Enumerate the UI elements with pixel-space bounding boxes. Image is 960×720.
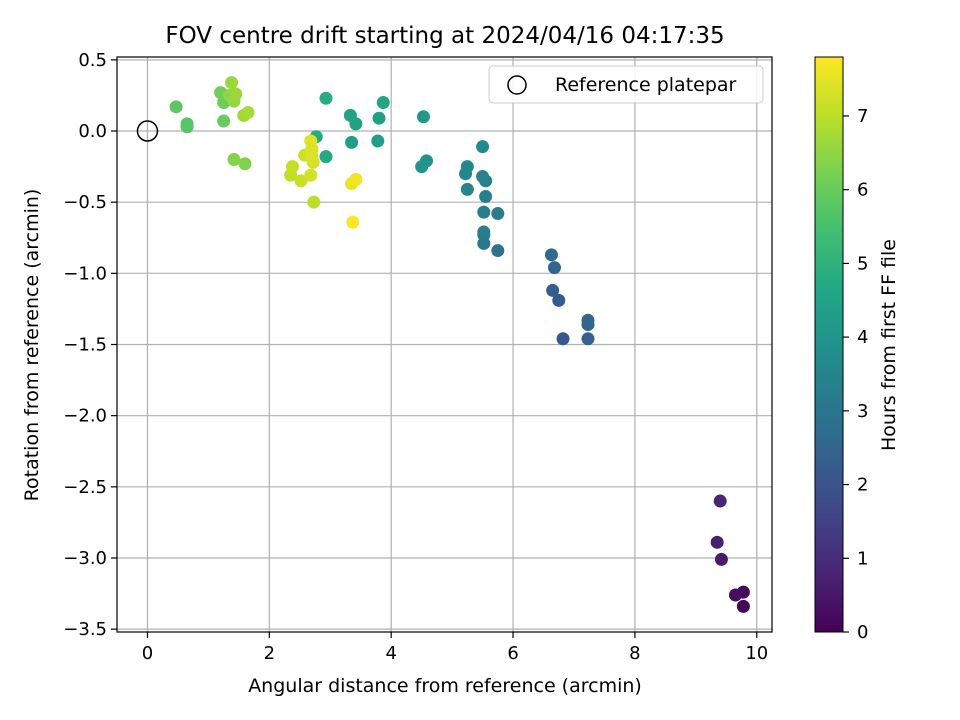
- drift-point: [304, 168, 318, 182]
- drift-point: [376, 96, 390, 110]
- drift-point: [710, 535, 724, 549]
- drift-point: [180, 117, 194, 131]
- drift-point: [217, 114, 231, 128]
- drift-point: [736, 599, 750, 613]
- colorbar-tick-label: 6: [857, 180, 868, 201]
- drift-point: [477, 225, 491, 239]
- colorbar-tick-label: 2: [857, 475, 868, 496]
- colorbar-ticks: 0 1 2 3 4 5 6 7: [843, 106, 868, 643]
- legend-box: [488, 65, 764, 104]
- drift-point: [227, 152, 241, 166]
- drift-point: [319, 150, 333, 164]
- drift-point: [349, 172, 363, 186]
- y-axis-label: Rotation from reference (arcmin): [21, 189, 43, 502]
- drift-point: [304, 134, 318, 148]
- y-tick-label: 0.5: [78, 50, 107, 71]
- legend-entry-reference: Reference platepar: [555, 74, 737, 96]
- colorbar-tick-label: 4: [857, 327, 868, 348]
- x-tick-label: 10: [745, 643, 768, 664]
- y-tick-label: 0.0: [78, 121, 107, 142]
- y-tick-label: −3.5: [63, 619, 107, 640]
- reference-marker-group: [136, 120, 159, 142]
- reference-platepar-marker: [136, 120, 159, 142]
- y-axis-ticks: 0.5 0.0 −0.5 −1.0 −1.5 −2.0 −2.5 −3.0 −3.5: [63, 50, 117, 640]
- chart-title: FOV centre drift starting at 2024/04/16 …: [165, 23, 724, 49]
- y-tick-label: −0.5: [63, 192, 107, 213]
- data-points: [169, 76, 750, 613]
- y-tick-label: −1.5: [63, 335, 107, 356]
- drift-point: [546, 283, 560, 297]
- drift-point: [556, 332, 570, 346]
- drift-point: [479, 189, 493, 203]
- drift-point: [229, 87, 243, 101]
- drift-point: [460, 160, 474, 174]
- drift-point: [319, 91, 333, 105]
- x-axis-label: Angular distance from reference (arcmin): [248, 675, 642, 697]
- colorbar-tick-label: 5: [857, 253, 868, 274]
- y-tick-label: −1.0: [63, 263, 107, 284]
- drift-point: [294, 174, 308, 188]
- drift-point: [547, 261, 561, 275]
- drift-point: [307, 195, 321, 209]
- x-tick-label: 6: [507, 643, 518, 664]
- drift-point: [491, 207, 505, 221]
- colorbar: [814, 56, 844, 633]
- drift-point: [238, 157, 252, 171]
- legend-reference-marker: [507, 75, 527, 95]
- y-tick-label: −2.5: [63, 477, 107, 498]
- drift-point: [416, 110, 430, 124]
- drift-point: [371, 134, 385, 148]
- drift-point: [346, 215, 360, 229]
- drift-point: [285, 160, 299, 174]
- drift-point: [491, 244, 505, 258]
- drift-point: [420, 154, 434, 168]
- drift-point: [476, 170, 490, 184]
- drift-point: [714, 552, 728, 566]
- drift-point: [372, 111, 386, 125]
- x-axis-ticks: 0 2 4 6 8 10: [142, 632, 768, 664]
- drift-point: [713, 494, 727, 508]
- x-tick-label: 2: [264, 643, 275, 664]
- drift-point: [581, 332, 595, 346]
- drift-point: [581, 313, 595, 327]
- drift-point: [477, 205, 491, 219]
- drift-point: [728, 588, 742, 602]
- colorbar-tick-label: 1: [857, 548, 868, 569]
- x-tick-label: 8: [629, 643, 640, 664]
- x-tick-label: 0: [142, 643, 153, 664]
- y-tick-label: −2.0: [63, 406, 107, 427]
- colorbar-tick-label: 0: [857, 622, 868, 643]
- drift-point: [343, 108, 357, 122]
- drift-point: [225, 76, 239, 90]
- drift-point: [169, 100, 183, 114]
- legend: Reference platepar: [488, 65, 764, 104]
- drift-point: [476, 140, 490, 154]
- drift-point: [241, 106, 255, 120]
- y-tick-label: −3.0: [63, 548, 107, 569]
- drift-point: [552, 293, 566, 307]
- colorbar-tick-label: 3: [857, 401, 868, 422]
- drift-point: [460, 182, 474, 196]
- grid-lines: [117, 57, 772, 632]
- drift-point: [544, 248, 558, 262]
- drift-point: [345, 135, 359, 149]
- colorbar-tick-label: 7: [857, 106, 868, 127]
- colorbar-label: Hours from first FF file: [878, 239, 900, 451]
- x-tick-label: 4: [385, 643, 396, 664]
